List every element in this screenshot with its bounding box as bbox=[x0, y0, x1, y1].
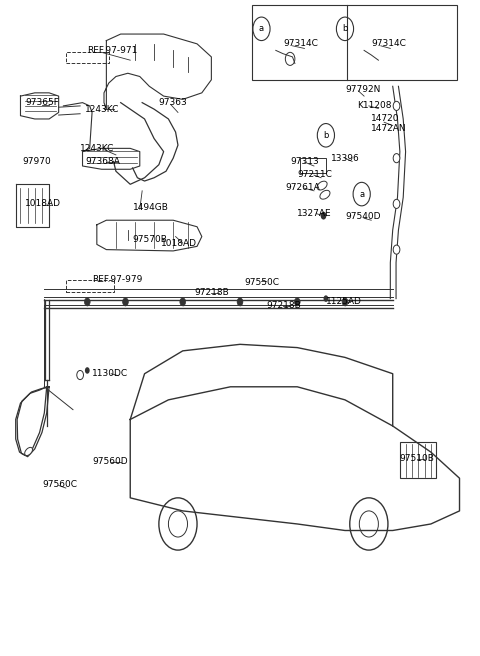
Circle shape bbox=[85, 367, 90, 374]
Text: 97314C: 97314C bbox=[371, 39, 406, 49]
Circle shape bbox=[393, 199, 400, 209]
Text: 1018AD: 1018AD bbox=[161, 239, 197, 247]
Text: 97261A: 97261A bbox=[285, 183, 320, 192]
Text: 1125AD: 1125AD bbox=[326, 297, 362, 306]
Text: 97313: 97313 bbox=[290, 157, 319, 166]
Text: REF.97-971: REF.97-971 bbox=[87, 46, 138, 55]
Text: 13396: 13396 bbox=[331, 154, 360, 163]
Text: 1018AD: 1018AD bbox=[25, 199, 61, 209]
Circle shape bbox=[123, 298, 128, 305]
Text: 97970: 97970 bbox=[23, 157, 52, 166]
Circle shape bbox=[238, 298, 242, 305]
Text: b: b bbox=[323, 131, 329, 140]
Text: 97368A: 97368A bbox=[85, 157, 120, 166]
Circle shape bbox=[180, 298, 186, 306]
Text: 97792N: 97792N bbox=[345, 85, 380, 94]
Bar bbox=[66, 280, 114, 292]
Text: b: b bbox=[342, 24, 348, 33]
Circle shape bbox=[393, 101, 400, 110]
Text: 97540D: 97540D bbox=[345, 213, 381, 222]
Circle shape bbox=[237, 298, 243, 306]
Circle shape bbox=[294, 298, 300, 306]
Circle shape bbox=[324, 295, 328, 302]
Text: 97363: 97363 bbox=[159, 98, 188, 107]
Text: a: a bbox=[259, 24, 264, 33]
Text: 97211C: 97211C bbox=[297, 170, 332, 179]
Text: 97218B: 97218B bbox=[266, 300, 301, 310]
Circle shape bbox=[393, 245, 400, 254]
Text: 97218B: 97218B bbox=[195, 287, 229, 297]
Text: 97365F: 97365F bbox=[25, 98, 59, 107]
Text: 1472AN: 1472AN bbox=[371, 124, 407, 133]
Circle shape bbox=[321, 212, 326, 220]
Text: 1327AE: 1327AE bbox=[297, 209, 332, 218]
Ellipse shape bbox=[317, 181, 327, 190]
Text: 97570B: 97570B bbox=[132, 236, 168, 244]
Text: 1243KC: 1243KC bbox=[80, 144, 115, 153]
Text: 97314C: 97314C bbox=[283, 39, 318, 49]
Circle shape bbox=[122, 298, 128, 306]
Ellipse shape bbox=[320, 190, 330, 199]
Bar bbox=[400, 442, 436, 478]
Text: 97550C: 97550C bbox=[245, 277, 280, 287]
Text: 1130DC: 1130DC bbox=[92, 369, 128, 379]
Bar bbox=[252, 5, 457, 80]
Bar bbox=[300, 158, 326, 173]
Text: K11208: K11208 bbox=[357, 102, 391, 110]
Circle shape bbox=[342, 298, 348, 306]
Text: 97560C: 97560C bbox=[42, 480, 77, 489]
Text: REF.97-979: REF.97-979 bbox=[92, 274, 143, 283]
Text: 1243KC: 1243KC bbox=[85, 105, 119, 113]
Ellipse shape bbox=[24, 447, 33, 455]
Circle shape bbox=[393, 154, 400, 163]
Text: 14720: 14720 bbox=[371, 114, 400, 123]
Bar bbox=[66, 52, 109, 64]
Text: 97560D: 97560D bbox=[92, 457, 128, 466]
Circle shape bbox=[77, 371, 84, 380]
Text: a: a bbox=[359, 190, 364, 199]
Text: 97510B: 97510B bbox=[400, 454, 435, 463]
Circle shape bbox=[84, 298, 90, 306]
Text: 1494GB: 1494GB bbox=[132, 203, 168, 212]
